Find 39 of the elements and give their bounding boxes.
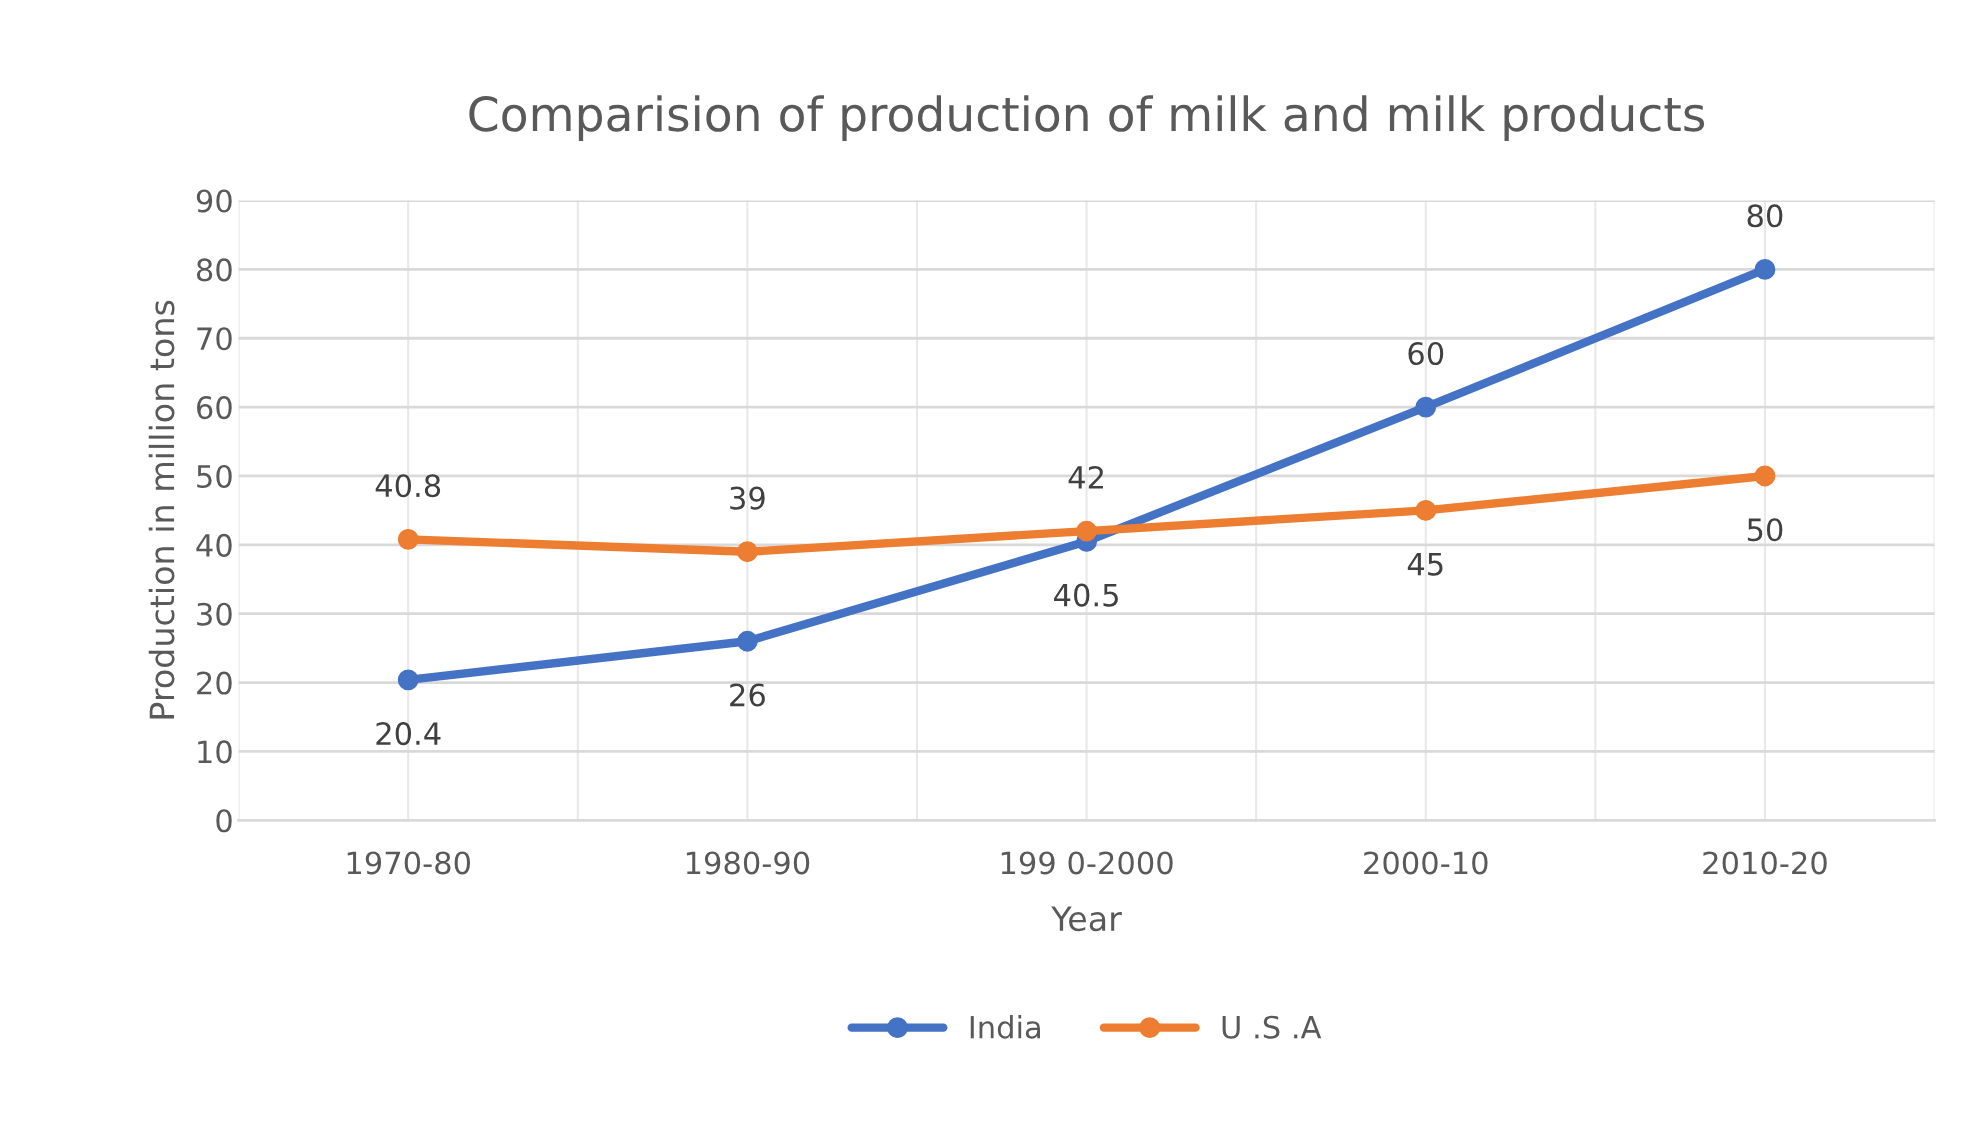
- y-tick-label: 40: [196, 533, 232, 557]
- point: [1076, 520, 1097, 542]
- data-label: 45: [1407, 553, 1443, 576]
- y-tick-label: 90: [196, 189, 232, 213]
- data-label: 40.8: [375, 474, 441, 498]
- data-label: 39: [730, 486, 765, 510]
- point: [736, 541, 758, 563]
- y-tick-label: 60: [197, 396, 232, 420]
- data-label: 42: [1068, 465, 1103, 489]
- x-tick-label: 1970-80: [347, 851, 471, 875]
- point: [397, 528, 419, 550]
- point: [1415, 396, 1437, 418]
- data-label: 80: [1747, 204, 1783, 228]
- point: [1754, 465, 1776, 487]
- x-tick-label: 1980-90: [686, 851, 810, 875]
- data-label: 40.5: [1054, 583, 1118, 607]
- legend-label: U .S .A: [1222, 1015, 1322, 1039]
- y-tick-label: 10: [198, 740, 232, 764]
- x-tick-label: 199 0-2000: [1001, 851, 1173, 875]
- y-axis-title: Production in million tons: [148, 300, 175, 719]
- point: [736, 630, 758, 652]
- chart-title: Comparision of production of milk and milk products: [469, 95, 1705, 141]
- x-tick-label: 2010-20: [1703, 851, 1827, 875]
- data-label: 26: [730, 683, 765, 707]
- point: [397, 669, 419, 691]
- data-label: 20.4: [376, 722, 441, 746]
- y-tick-label: 70: [197, 327, 232, 351]
- y-tick-label: 80: [196, 258, 232, 282]
- y-tick-label: 50: [197, 464, 232, 489]
- data-label: 60: [1408, 341, 1444, 366]
- point: [1415, 499, 1437, 521]
- x-tick-label: 2000-10: [1364, 851, 1488, 875]
- y-tick-label: 0: [216, 809, 232, 833]
- legend-label: India: [970, 1015, 1040, 1039]
- point: [1754, 258, 1776, 280]
- y-tick-label: 20: [197, 671, 232, 695]
- y-tick-label: 30: [197, 602, 232, 626]
- x-axis-title: Year: [1051, 906, 1122, 932]
- data-label: 50: [1747, 518, 1783, 542]
